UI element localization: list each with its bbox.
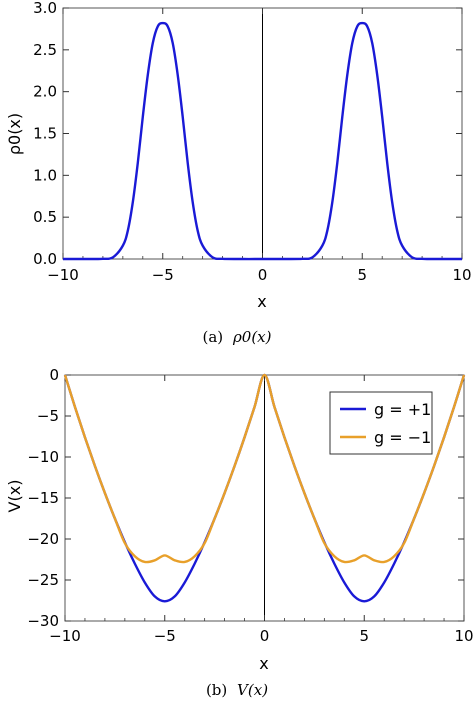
panel-a-caption: (a) ρ0(x) <box>203 328 272 346</box>
panel-a-ytick-label: 0.5 <box>33 208 57 226</box>
panel-a-xlabel: x <box>257 292 266 311</box>
panel-b-ytick-label: −5 <box>37 407 59 425</box>
panel-a-ylabel: ρ0(x) <box>5 113 24 155</box>
panel-b-caption: (b) V(x) <box>206 681 268 699</box>
panel-b-potential: V(x) x (b) V(x) −10 −5 0 5 10 0 −5 −10 −15 −20 −25… <box>5 366 474 699</box>
panel-b-ytick-label: −20 <box>27 530 59 548</box>
panel-a-series-line-0 <box>62 21 463 261</box>
panel-a-xtick-label: −5 <box>152 266 174 284</box>
panel-a-xtick-label: 5 <box>357 266 367 284</box>
panel-b-xtick-label: −5 <box>154 627 176 645</box>
panel-a-xtick-label: −10 <box>47 266 79 284</box>
panel-a-xtick-label: 0 <box>258 266 268 284</box>
panel-b-xtick-label: 0 <box>260 627 270 645</box>
panel-b-ytick-label: −25 <box>27 571 59 589</box>
panel-b-ytick-label: −10 <box>27 448 59 466</box>
panel-a-caption-math: ρ0(x) <box>232 328 272 346</box>
panel-b-ytick-label: 0 <box>49 366 59 384</box>
panel-a-ytick-label: 1.0 <box>33 166 57 184</box>
panel-a-ytick-label: 2.0 <box>33 83 57 101</box>
legend-label-g-plus: g = +1 <box>374 400 431 419</box>
panel-b-xtick-label: −10 <box>49 627 81 645</box>
panel-b-xtick-label: 5 <box>359 627 369 645</box>
panel-a-ytick-label: 2.5 <box>33 41 57 59</box>
panel-b-xtick-label: 10 <box>454 627 473 645</box>
panel-b-ytick-label: −30 <box>27 612 59 630</box>
panel-b-series-line-1 <box>63 373 466 564</box>
legend-frame <box>329 391 433 455</box>
panel-b-ylabel: V(x) <box>5 480 24 513</box>
panel-a-ytick-label: 1.5 <box>33 125 57 143</box>
legend-label-g-minus: g = −1 <box>374 428 431 447</box>
panel-a-xtick-label: 10 <box>452 266 471 284</box>
legend: g = +1 g = −1 <box>329 391 433 455</box>
panel-a-caption-prefix: (a) <box>203 328 224 346</box>
panel-a-rho0: ρ0(x) x (a) ρ0(x) −10 −5 0 5 10 0.0 0.5 1.0 1.5 2… <box>5 0 472 346</box>
panel-b-caption-prefix: (b) <box>206 681 227 699</box>
panel-b-caption-math: V(x) <box>237 681 268 699</box>
panel-a-ytick-label: 3.0 <box>33 0 57 17</box>
panel-a-ytick-label: 0.0 <box>33 250 57 268</box>
panel-b-xlabel: x <box>259 654 268 673</box>
panel-b-ytick-label: −15 <box>27 489 59 507</box>
